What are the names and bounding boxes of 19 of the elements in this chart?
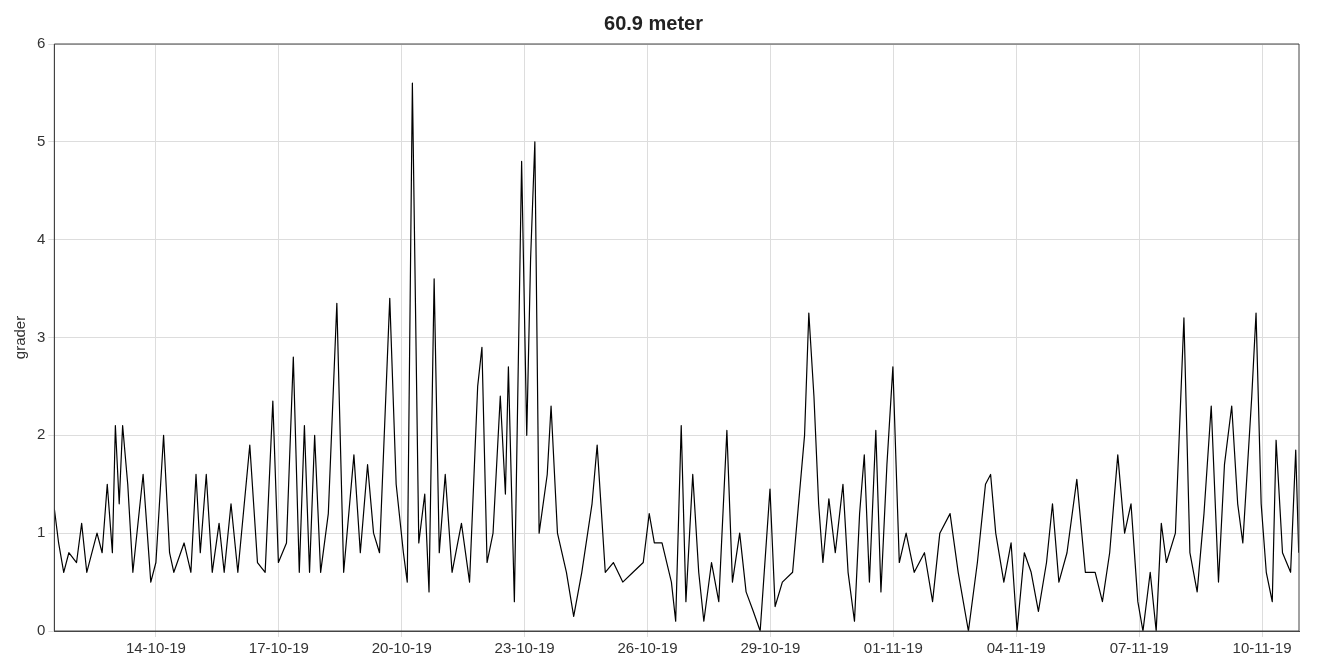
chart-title: 60.9 meter [604, 11, 704, 34]
y-tick-label: 4 [37, 229, 46, 247]
x-tick-label: 14-10-19 [125, 639, 186, 657]
x-tick-label: 01-11-19 [863, 639, 923, 657]
x-tick-label: 23-10-19 [494, 639, 555, 657]
x-tick-label: 26-10-19 [617, 639, 678, 657]
y-axis-title: grader [11, 315, 29, 360]
y-tick-label: 0 [37, 621, 46, 639]
x-tick-label: 20-10-19 [371, 639, 432, 657]
y-tick-label: 1 [37, 523, 46, 541]
y-tick-label: 3 [37, 327, 46, 345]
x-tick-label: 04-11-19 [986, 639, 1046, 657]
y-tick-label: 5 [37, 131, 46, 149]
x-tick-label: 17-10-19 [248, 639, 309, 657]
x-tick-label: 07-11-19 [1109, 639, 1169, 657]
x-tick-label: 29-10-19 [740, 639, 801, 657]
y-tick-label: 2 [37, 425, 46, 443]
y-tick-label: 6 [37, 34, 46, 52]
x-tick-label: 10-11-19 [1232, 639, 1292, 657]
